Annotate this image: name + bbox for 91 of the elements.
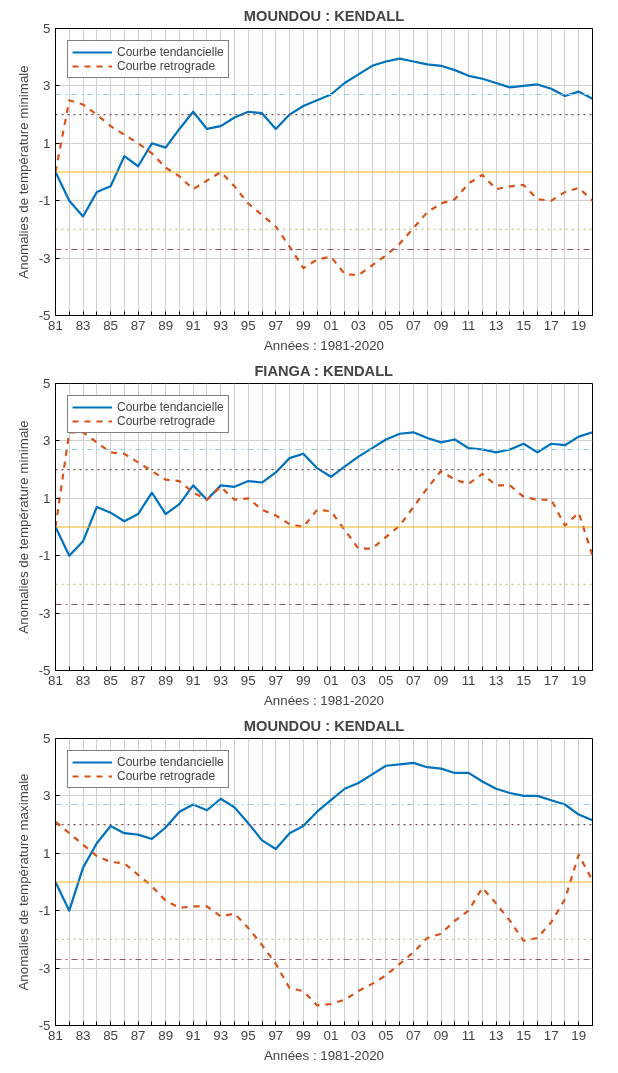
y-tick-label: 1 [43,135,51,151]
x-tick-label: 95 [240,672,256,688]
x-tick-label: 05 [378,672,394,688]
y-tick-label: -3 [38,960,51,976]
x-tick-label: 95 [240,317,256,333]
x-tick-label: 13 [488,672,504,688]
x-tick-label: 11 [461,672,476,688]
line-series [55,820,593,1007]
line-series [55,431,593,557]
x-tick-label: 13 [488,317,504,333]
y-tick-label: -1 [38,903,51,919]
x-tick-label: 99 [295,317,311,333]
y-tick-label: 5 [43,21,51,36]
x-tick-label: 15 [516,317,532,333]
x-tick-label: 03 [351,317,366,333]
x-tick-label: 19 [571,672,587,688]
x-tick-label: 11 [461,317,476,333]
line-series [55,57,593,218]
legend-label: Courbe tendancielle [117,45,224,59]
x-tick-label: 15 [516,672,532,688]
y-tick-label: 3 [43,78,51,94]
x-tick-label: 97 [268,1027,284,1043]
legend-label: Courbe retrograde [117,769,216,783]
y-tick-label: 5 [43,731,51,746]
x-tick-label: 85 [103,672,118,688]
x-tick-label: 05 [378,1027,394,1043]
legend-label: Courbe retrograde [117,59,216,73]
y-tick-label: -1 [38,193,51,209]
x-tick-label: 01 [323,1027,339,1043]
y-tick-label: -3 [38,250,51,266]
x-tick-label: 13 [488,1027,504,1043]
x-tick-label: 89 [158,672,174,688]
y-tick-label: 5 [43,376,51,391]
chart-title: MOUNDOU : KENDALL [243,717,405,734]
x-axis-title: Années : 1981-2020 [263,337,385,353]
x-tick-label: 01 [323,317,339,333]
x-tick-label: 19 [571,1027,587,1043]
y-axis-title: Anomalies de température maximale [15,773,31,991]
x-tick-label: 03 [351,1027,366,1043]
x-tick-label: 89 [158,1027,174,1043]
x-axis-title: Années : 1981-2020 [263,692,385,708]
y-axis-title: Anomalies de température minimale [15,65,31,279]
x-tick-label: 07 [406,1027,421,1043]
x-tick-label: 03 [351,672,366,688]
x-tick-label: 85 [103,1027,118,1043]
x-tick-label: 19 [571,317,587,333]
x-tick-label: 83 [75,317,91,333]
x-tick-label: 83 [75,1027,91,1043]
x-tick-label: 93 [213,1027,229,1043]
chart-title: FIANGA : KENDALL [254,362,394,379]
x-tick-label: 97 [268,672,284,688]
legend-label: Courbe retrograde [117,414,216,428]
y-tick-label: 3 [43,788,51,804]
x-tick-label: 01 [323,672,339,688]
x-tick-label: 87 [130,672,146,688]
x-tick-label: 09 [433,317,449,333]
legend-label: Courbe tendancielle [117,755,224,769]
x-tick-label: 95 [240,1027,256,1043]
x-tick-label: 85 [103,317,118,333]
y-axis-title: Anomalies de température minimale [15,420,31,634]
x-axis-title: Années : 1981-2020 [263,1047,385,1063]
y-tick-label: 3 [43,433,51,449]
x-tick-label: 99 [295,672,311,688]
x-tick-label: 99 [295,1027,311,1043]
x-tick-label: 87 [130,1027,146,1043]
x-tick-label: 91 [185,672,201,688]
x-tick-label: 89 [158,317,174,333]
x-tick-label: 91 [185,317,201,333]
x-tick-label: 91 [185,1027,201,1043]
x-tick-label: 83 [75,672,91,688]
x-tick-label: 09 [433,672,449,688]
x-tick-label: 07 [406,317,421,333]
legend-label: Courbe tendancielle [117,400,224,414]
x-tick-label: 05 [378,317,394,333]
x-tick-label: 97 [268,317,284,333]
x-tick-label: 93 [213,317,229,333]
x-tick-label: 17 [543,672,559,688]
x-tick-label: 11 [461,1027,476,1043]
x-tick-label: 17 [543,317,559,333]
x-tick-label: 93 [213,672,229,688]
y-tick-label: 1 [43,845,51,861]
x-tick-label: 09 [433,1027,449,1043]
line-series [55,99,593,277]
y-tick-label: -3 [38,605,51,621]
y-tick-label: -1 [38,548,51,564]
x-tick-label: 15 [516,1027,532,1043]
x-tick-label: 87 [130,317,146,333]
x-tick-label: 07 [406,672,421,688]
x-tick-label: 17 [543,1027,559,1043]
chart-title: MOUNDOU : KENDALL [243,7,405,24]
y-tick-label: 1 [43,490,51,506]
